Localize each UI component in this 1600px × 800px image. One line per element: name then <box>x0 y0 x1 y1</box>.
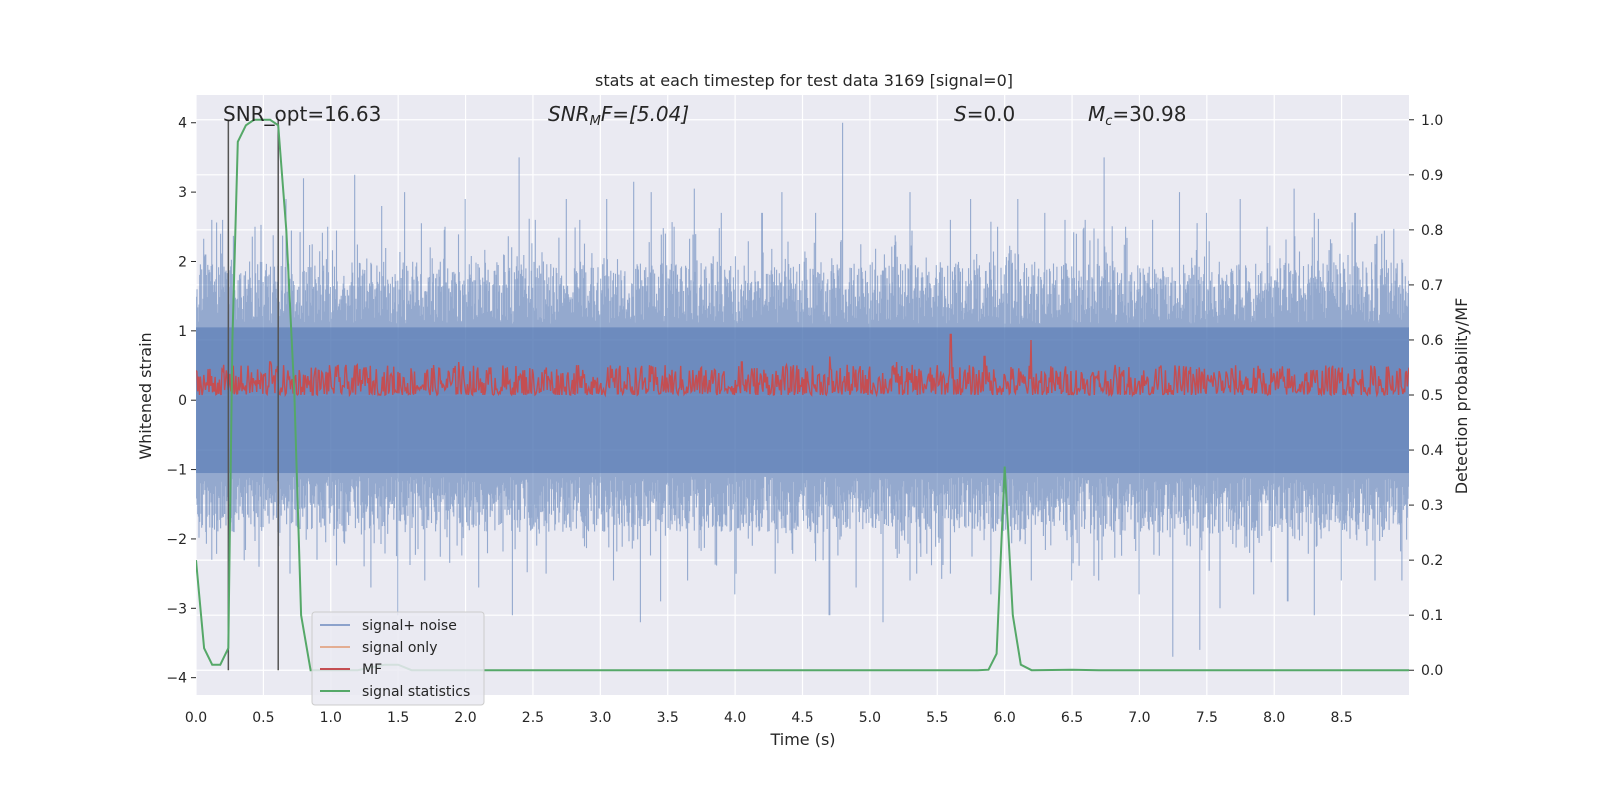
right-y-tick-label: 0.6 <box>1421 333 1443 349</box>
legend-label: signal statistics <box>362 684 470 700</box>
x-tick-label: 6.5 <box>1061 710 1083 726</box>
legend-label: MF <box>362 662 382 678</box>
annotation-snr-mf-label: SNR <box>548 102 590 126</box>
left-y-tick-label: 2 <box>178 254 187 270</box>
x-tick-label: 8.0 <box>1263 710 1285 726</box>
right-y-tick-label: 0.3 <box>1421 498 1443 514</box>
x-tick-label: 5.5 <box>926 710 948 726</box>
x-tick-label: 1.5 <box>387 710 409 726</box>
annotation-snr-mf-sub: M <box>590 114 601 129</box>
left-y-tick-label: 3 <box>178 185 187 201</box>
annotation-mc-rest: =30.98 <box>1112 102 1186 126</box>
series-signal-noise <box>196 122 1409 657</box>
left-y-tick-label: −3 <box>166 601 187 617</box>
legend-label: signal only <box>362 640 437 656</box>
right-y-tick-label: 0.7 <box>1421 278 1443 294</box>
x-tick-label: 4.5 <box>791 710 813 726</box>
right-y-tick-label: 0.4 <box>1421 443 1443 459</box>
annotation-snr-opt: SNR_opt=16.63 <box>223 102 381 126</box>
x-tick-label: 1.0 <box>320 710 342 726</box>
left-y-tick-label: −1 <box>166 463 187 479</box>
series-mf <box>196 333 1409 398</box>
left-y-tick-label: −4 <box>166 671 187 687</box>
left-y-axis-ticks: −4 −3 −2 −1 0 1 2 3 4 <box>166 116 196 687</box>
right-y-tick-label: 0.1 <box>1421 608 1443 624</box>
right-y-tick-label: 0.9 <box>1421 168 1443 184</box>
chart-title: stats at each timestep for test data 316… <box>595 71 1013 90</box>
annotation-mc: Mc=30.98 <box>1088 102 1186 129</box>
annotation-snr-mf-rest: F=[5.04] <box>601 102 689 126</box>
annotation-s-rest: =0.0 <box>967 102 1016 126</box>
x-tick-label: 5.0 <box>859 710 881 726</box>
x-tick-label: 3.5 <box>657 710 679 726</box>
x-tick-label: 2.5 <box>522 710 544 726</box>
right-y-axis-ticks: 0.0 0.1 0.2 0.3 0.4 0.5 0.6 0.7 0.8 0.9 1.0 <box>1409 113 1443 679</box>
legend-label: signal+ noise <box>362 618 457 634</box>
right-y-tick-label: 1.0 <box>1421 113 1443 129</box>
x-tick-label: 7.5 <box>1196 710 1218 726</box>
left-y-axis-label: Whitened strain <box>136 332 155 459</box>
x-tick-label: 7.0 <box>1128 710 1150 726</box>
legend-box <box>311 611 485 706</box>
x-tick-label: 0.0 <box>185 710 207 726</box>
x-tick-label: 4.0 <box>724 710 746 726</box>
x-tick-label: 2.0 <box>454 710 476 726</box>
left-y-tick-label: 4 <box>178 116 187 132</box>
legend: signal+ noise signal only MF signal statist… <box>311 611 485 706</box>
left-y-tick-label: 0 <box>178 393 187 409</box>
annotation-s-label: S <box>954 102 967 126</box>
right-y-tick-label: 0.2 <box>1421 553 1443 569</box>
left-y-tick-label: 1 <box>178 324 187 340</box>
mf-line <box>196 333 1409 398</box>
x-tick-label: 0.5 <box>252 710 274 726</box>
x-tick-label: 3.0 <box>589 710 611 726</box>
right-y-tick-label: 0.0 <box>1421 663 1443 679</box>
right-y-axis-label: Detection probability/MF <box>1452 298 1471 495</box>
annotation-mc-sub: c <box>1105 114 1112 129</box>
annotation-snr-mf: SNRMF=[5.04] <box>548 102 689 129</box>
x-tick-label: 6.0 <box>994 710 1016 726</box>
annotation-mc-label: M <box>1088 102 1105 126</box>
right-y-tick-label: 0.5 <box>1421 388 1443 404</box>
x-axis-ticks: 0.0 0.5 1.0 1.5 2.0 2.5 3.0 3.5 4.0 4.5 5.0 5.5 6.0 6… <box>185 710 1353 726</box>
annotation-s: S=0.0 <box>954 102 1015 126</box>
right-y-tick-label: 0.8 <box>1421 223 1443 239</box>
left-y-tick-label: −2 <box>166 532 187 548</box>
x-axis-label: Time (s) <box>769 730 835 749</box>
x-tick-label: 8.5 <box>1330 710 1352 726</box>
